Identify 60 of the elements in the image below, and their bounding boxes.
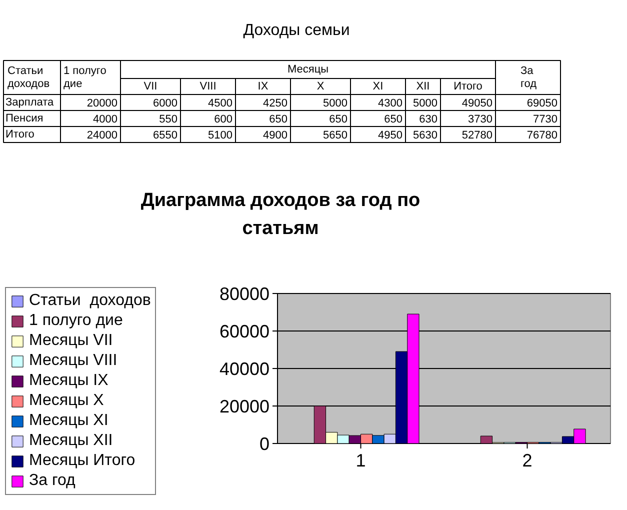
text: 5100 [208, 130, 233, 142]
text: X [316, 80, 325, 92]
text: IX [258, 80, 269, 92]
text: Пенсия [6, 112, 44, 124]
text: 5630 [413, 130, 438, 142]
x-tick-label: 2 [522, 450, 532, 470]
text: За год [520, 65, 538, 90]
text: 650 [269, 114, 288, 126]
legend-label: Месяцы XI [29, 412, 108, 430]
legend-label: Месяцы X [29, 392, 104, 410]
text: 5000 [323, 98, 348, 110]
y-tick-label: 60000 [219, 322, 270, 342]
text: VII [144, 80, 158, 92]
text: 650 [329, 114, 348, 126]
text: 49050 [462, 98, 493, 110]
text: 3730 [468, 114, 493, 126]
legend-label: Месяцы XII [29, 432, 113, 450]
text: 20000 [86, 98, 118, 110]
text: XI [372, 80, 384, 92]
legend-label: Месяцы VII [29, 332, 113, 350]
text: Зарплата [6, 96, 55, 108]
text: 550 [159, 114, 178, 126]
text: 4900 [263, 130, 288, 142]
legend-label: Месяцы Итого [29, 452, 136, 470]
y-tick-label: 80000 [219, 284, 270, 304]
y-tick-label: 40000 [219, 359, 270, 379]
text: Статьи доходов [8, 65, 50, 90]
legend-label: За год [29, 472, 76, 490]
chart-title: Диаграмма доходов за год по статьям [140, 190, 420, 239]
legend-label: 1 полуго дие [29, 312, 123, 330]
text: 24000 [86, 130, 118, 142]
text: 6550 [153, 130, 178, 142]
text: 5000 [413, 98, 438, 110]
legend-label: Статьи доходов [29, 292, 151, 310]
legend-label: Месяцы IX [29, 372, 108, 390]
y-tick-label: 0 [259, 434, 270, 454]
text: 6000 [153, 98, 178, 110]
text: 650 [384, 114, 403, 126]
legend-label: Месяцы VIII [29, 352, 118, 370]
text: VIII [200, 80, 216, 92]
text: 4950 [378, 130, 403, 142]
text: 4250 [263, 98, 288, 110]
text: Итого [454, 80, 482, 92]
text: 600 [214, 114, 233, 126]
text: XII [416, 80, 430, 92]
text: 1 полуго дие [64, 65, 106, 90]
x-tick-label: 1 [356, 450, 366, 470]
text: 7730 [533, 114, 558, 126]
y-tick-label: 20000 [219, 396, 270, 416]
text: 76780 [526, 130, 558, 142]
text: 4500 [208, 98, 233, 110]
text: Итого [6, 128, 34, 140]
text: 69050 [526, 98, 558, 110]
text: 4300 [378, 98, 403, 110]
text: 5650 [323, 130, 348, 142]
text: 52780 [462, 130, 493, 142]
text: Доходы семьи [243, 22, 350, 39]
text: Месяцы [287, 64, 329, 76]
text: 4000 [93, 114, 118, 126]
text: 630 [419, 114, 438, 126]
